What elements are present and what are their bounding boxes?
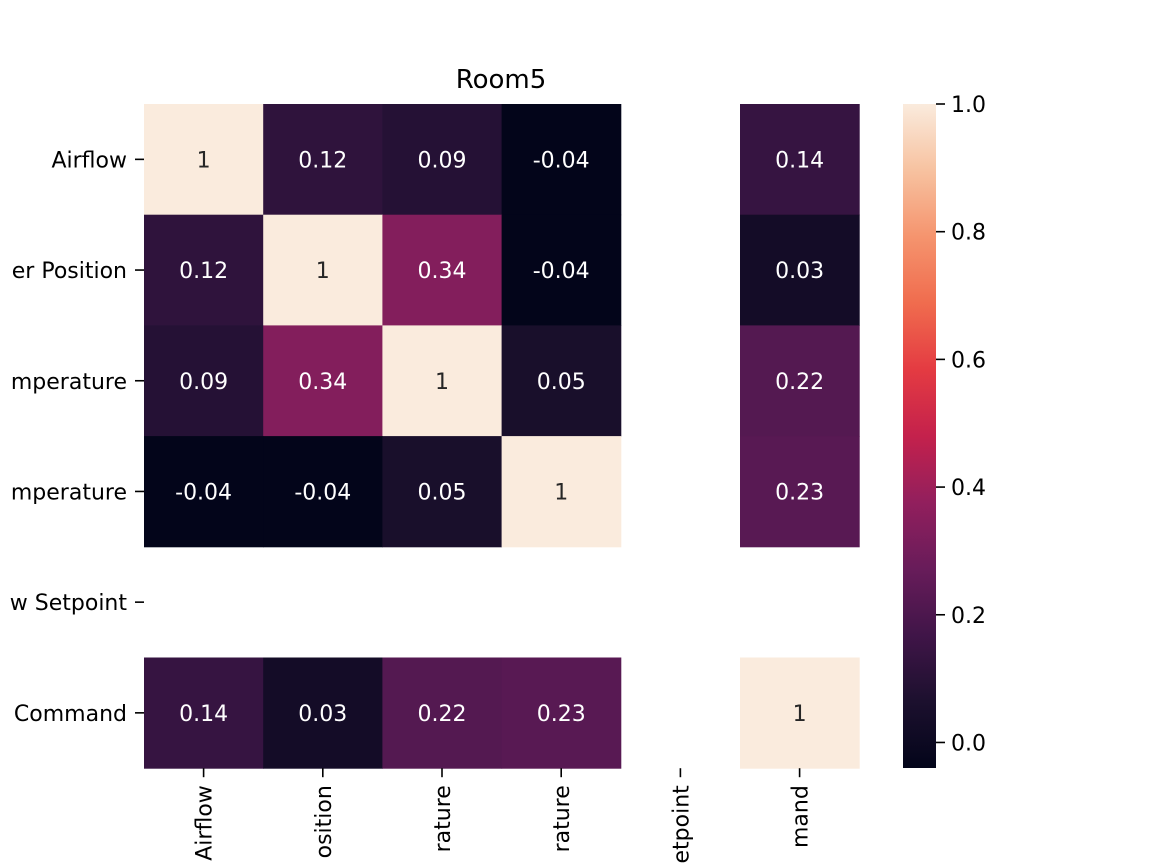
row-tick-label: er Position bbox=[12, 259, 127, 284]
col-tick-label: mand bbox=[789, 785, 814, 848]
cell-value-label: 0.09 bbox=[179, 370, 228, 395]
colorbar-tick-label: 1.0 bbox=[951, 93, 986, 118]
heatmap-cell bbox=[144, 325, 264, 437]
cell-value-label: 0.03 bbox=[775, 259, 824, 284]
heatmap-cell bbox=[263, 214, 383, 326]
heatmap-cell bbox=[501, 214, 622, 326]
row-tick-label: Airflow bbox=[51, 148, 127, 173]
cell-value-label: 0.22 bbox=[775, 370, 824, 395]
heatmap-cell bbox=[501, 436, 622, 548]
colorbar-tick-label: 0.4 bbox=[951, 476, 986, 501]
cell-value-label: 0.34 bbox=[298, 370, 347, 395]
heatmap-cell bbox=[740, 325, 860, 437]
cell-value-label: -0.04 bbox=[533, 259, 590, 284]
heatmap-cell bbox=[144, 436, 264, 548]
heatmap-cell bbox=[263, 104, 383, 216]
cell-value-label: -0.04 bbox=[533, 148, 590, 173]
cell-value-label: 1 bbox=[197, 148, 211, 173]
colorbar-tick-label: 0.2 bbox=[951, 604, 986, 629]
row-tick-label: w Setpoint bbox=[10, 591, 128, 616]
colorbar-tick-label: 0.0 bbox=[951, 731, 986, 756]
row-tick-label: Command bbox=[14, 702, 127, 727]
heatmap-cell bbox=[740, 104, 860, 216]
cell-value-label: 0.12 bbox=[298, 148, 347, 173]
heatmap-cell bbox=[144, 657, 264, 769]
cell-value-label: 1 bbox=[435, 370, 449, 395]
colorbar-tick-label: 0.6 bbox=[951, 348, 986, 373]
heatmap-cell bbox=[740, 436, 860, 548]
col-tick-label: rature bbox=[431, 785, 456, 852]
heatmap-cell bbox=[382, 325, 503, 437]
heatmap-cell bbox=[501, 657, 622, 769]
cell-value-label: 0.12 bbox=[179, 259, 228, 284]
row-tick-label: mperature bbox=[11, 370, 127, 395]
heatmap-cell bbox=[263, 657, 383, 769]
col-tick-label: Airflow bbox=[193, 785, 218, 861]
cell-value-label: 0.14 bbox=[775, 148, 824, 173]
heatmap-cell bbox=[382, 214, 503, 326]
cell-value-label: 0.22 bbox=[418, 702, 467, 727]
cell-value-label: 0.09 bbox=[418, 148, 467, 173]
heatmap-cell bbox=[263, 325, 383, 437]
heatmap-cell bbox=[382, 104, 503, 216]
heatmap-cell bbox=[501, 104, 622, 216]
cell-value-label: 0.34 bbox=[418, 259, 467, 284]
cell-value-label: 0.03 bbox=[298, 702, 347, 727]
heatmap-cell bbox=[144, 214, 264, 326]
row-tick-label: mperature bbox=[11, 480, 127, 505]
cell-value-label: -0.04 bbox=[175, 480, 232, 505]
heatmap-cell bbox=[144, 104, 264, 216]
col-tick-label: etpoint bbox=[669, 785, 694, 864]
cell-value-label: 1 bbox=[554, 480, 568, 505]
heatmap-cell bbox=[382, 436, 503, 548]
cell-value-label: 1 bbox=[316, 259, 330, 284]
heatmap-cell bbox=[263, 436, 383, 548]
cell-value-label: 0.23 bbox=[775, 480, 824, 505]
cell-value-label: -0.04 bbox=[294, 480, 351, 505]
col-tick-label: osition bbox=[312, 785, 337, 858]
heatmap-cell bbox=[740, 657, 860, 769]
cell-value-label: 1 bbox=[793, 702, 807, 727]
chart-title: Room5 bbox=[456, 65, 547, 95]
heatmap-cell bbox=[501, 325, 622, 437]
cell-value-label: 0.05 bbox=[418, 480, 467, 505]
cell-value-label: 0.14 bbox=[179, 702, 228, 727]
cell-value-label: 0.05 bbox=[537, 370, 586, 395]
cell-value-label: 0.23 bbox=[537, 702, 586, 727]
heatmap-cell bbox=[740, 214, 860, 326]
heatmap-cell bbox=[382, 657, 503, 769]
colorbar bbox=[903, 104, 936, 768]
col-tick-label: rature bbox=[550, 785, 575, 852]
colorbar-tick-label: 0.8 bbox=[951, 221, 986, 246]
